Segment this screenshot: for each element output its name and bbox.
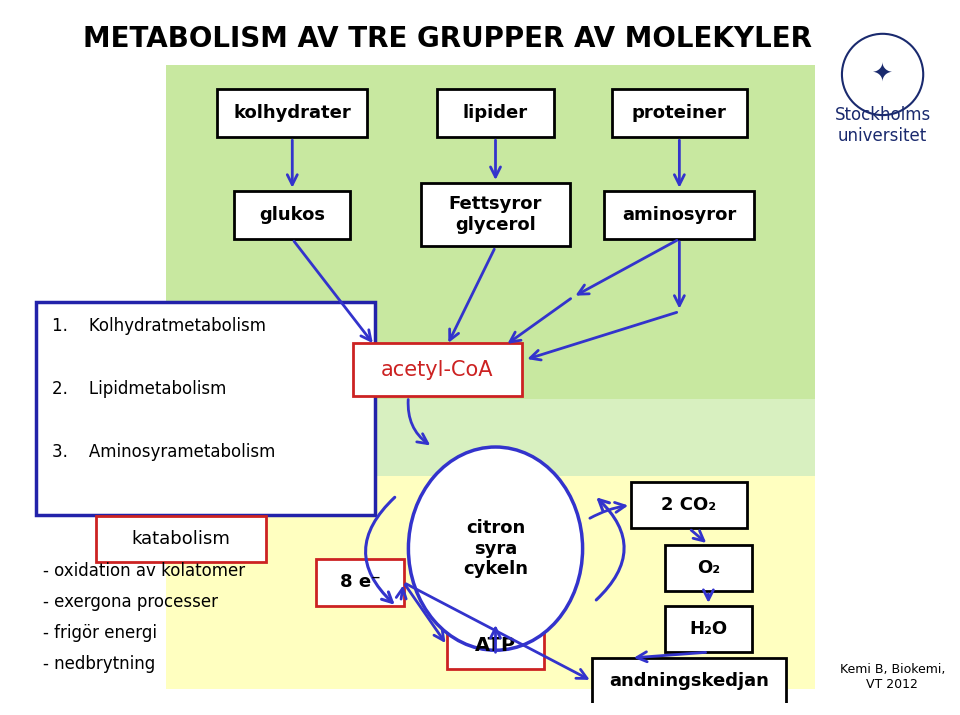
- Text: proteiner: proteiner: [632, 104, 727, 122]
- FancyBboxPatch shape: [605, 191, 755, 239]
- FancyBboxPatch shape: [352, 343, 522, 396]
- Text: 2.    Lipidmetabolism: 2. Lipidmetabolism: [52, 380, 227, 398]
- Text: METABOLISM AV TRE GRUPPER AV MOLEKYLER: METABOLISM AV TRE GRUPPER AV MOLEKYLER: [83, 24, 811, 53]
- Text: - oxidation av kolatomer: - oxidation av kolatomer: [42, 562, 245, 580]
- FancyBboxPatch shape: [665, 606, 752, 652]
- FancyBboxPatch shape: [420, 183, 570, 246]
- Text: glukos: glukos: [259, 206, 325, 224]
- Text: - frigör energi: - frigör energi: [42, 623, 156, 642]
- Text: - nedbrytning: - nedbrytning: [42, 655, 155, 673]
- FancyBboxPatch shape: [217, 89, 368, 137]
- Text: H₂O: H₂O: [689, 620, 728, 638]
- Text: kolhydrater: kolhydrater: [233, 104, 351, 122]
- FancyBboxPatch shape: [96, 516, 266, 562]
- Text: Fettsyror
glycerol: Fettsyror glycerol: [449, 195, 542, 235]
- Text: lipider: lipider: [463, 104, 528, 122]
- FancyBboxPatch shape: [438, 89, 554, 137]
- FancyBboxPatch shape: [36, 302, 374, 515]
- FancyBboxPatch shape: [665, 545, 752, 591]
- Text: citron
syra
cykeln: citron syra cykeln: [463, 519, 528, 578]
- FancyBboxPatch shape: [592, 658, 786, 704]
- FancyArrowPatch shape: [366, 498, 395, 603]
- Text: acetyl-CoA: acetyl-CoA: [381, 360, 493, 380]
- Bar: [166, 399, 815, 476]
- Bar: [166, 476, 815, 689]
- Text: ATP: ATP: [475, 636, 516, 655]
- Text: 2 CO₂: 2 CO₂: [661, 496, 716, 514]
- Text: aminosyror: aminosyror: [622, 206, 736, 224]
- Bar: [166, 65, 815, 399]
- Text: - exergona processer: - exergona processer: [42, 593, 218, 611]
- Text: katabolism: katabolism: [132, 530, 230, 548]
- FancyBboxPatch shape: [631, 482, 747, 528]
- Ellipse shape: [408, 447, 583, 650]
- Text: Kemi B, Biokemi,
VT 2012: Kemi B, Biokemi, VT 2012: [840, 664, 945, 691]
- FancyArrowPatch shape: [596, 500, 624, 600]
- FancyBboxPatch shape: [447, 622, 544, 669]
- Text: 3.    Aminosyrametabolism: 3. Aminosyrametabolism: [52, 443, 276, 461]
- Text: 1.    Kolhydratmetabolism: 1. Kolhydratmetabolism: [52, 317, 266, 335]
- Text: Stockholms
universitet: Stockholms universitet: [834, 107, 930, 145]
- FancyBboxPatch shape: [612, 89, 747, 137]
- Text: O₂: O₂: [697, 559, 720, 577]
- Text: andningskedjan: andningskedjan: [609, 672, 769, 690]
- FancyBboxPatch shape: [234, 191, 350, 239]
- Text: 8 e⁻: 8 e⁻: [340, 573, 380, 591]
- Text: ✦: ✦: [872, 62, 893, 87]
- FancyBboxPatch shape: [317, 559, 403, 606]
